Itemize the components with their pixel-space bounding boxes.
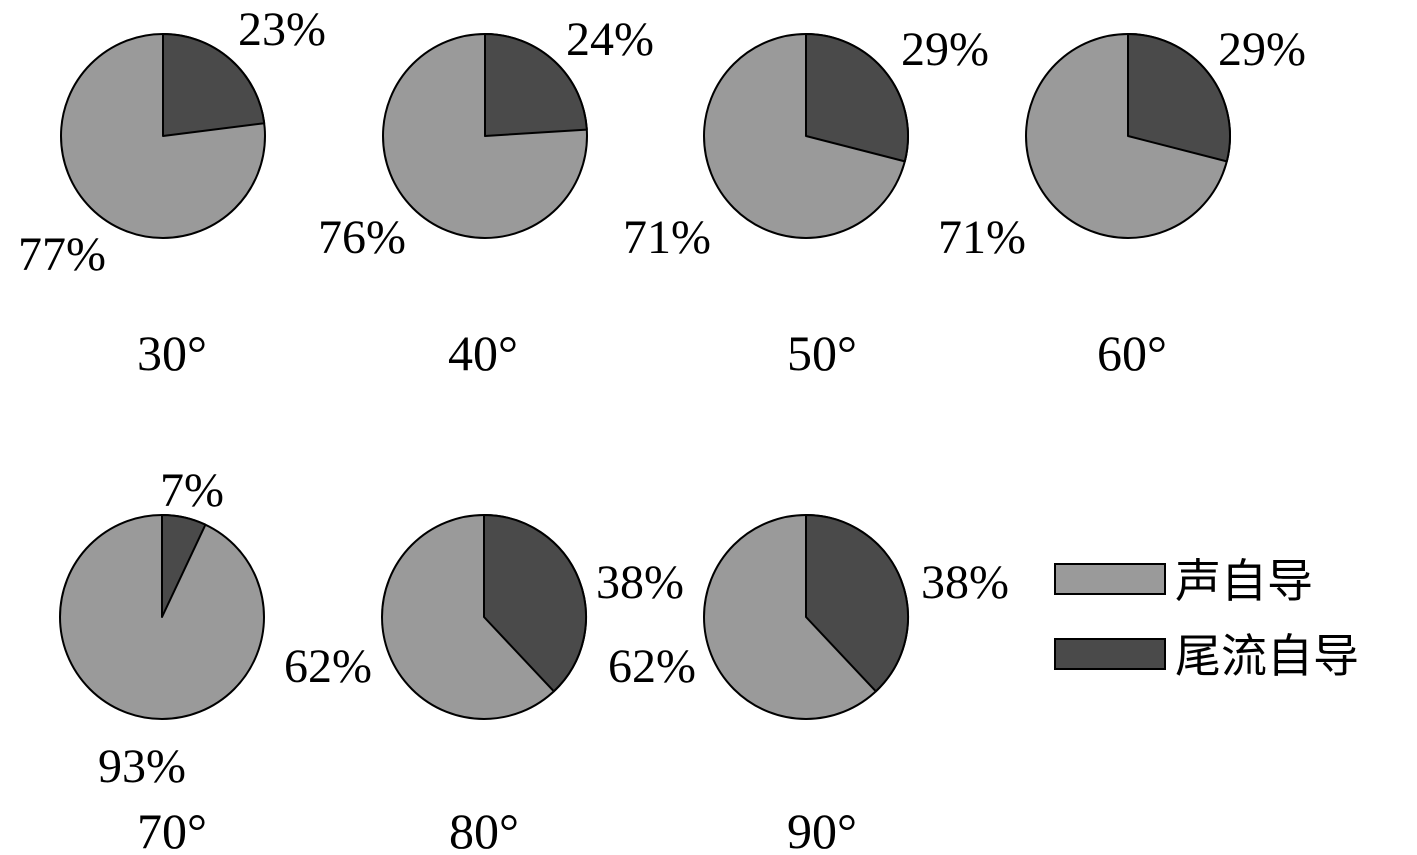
pct-label-acoustic: 93% <box>98 740 186 793</box>
legend-swatch-acoustic <box>1054 563 1166 595</box>
pct-label-acoustic: 71% <box>623 211 711 264</box>
pie-4: 93% 7% 70° <box>59 464 265 855</box>
pie-slice-wake <box>805 514 909 693</box>
pct-label-acoustic: 71% <box>938 211 1026 264</box>
pct-label-acoustic: 62% <box>608 640 696 693</box>
pie-slice-wake <box>161 514 207 618</box>
pie-slice-wake <box>805 33 909 163</box>
pct-label-wake: 7% <box>160 464 224 517</box>
pct-label-wake: 38% <box>921 556 1009 609</box>
pie-1: 76% 24% 40° <box>318 13 654 381</box>
pie-2: 71% 29% 50° <box>623 23 989 381</box>
pct-label-acoustic: 62% <box>284 640 372 693</box>
pct-label-wake: 38% <box>596 556 684 609</box>
pie-caption: 70° <box>137 803 207 855</box>
pie-caption: 90° <box>787 803 857 855</box>
pct-label-wake: 29% <box>1218 23 1306 76</box>
pie-slice-wake <box>1127 33 1231 163</box>
legend-label-acoustic: 声自导 <box>1175 554 1313 608</box>
pie-caption: 60° <box>1097 325 1167 381</box>
pie-0: 77% 23% 30° <box>18 3 326 381</box>
pie-5: 62% 38% 80° <box>284 514 684 855</box>
pie-caption: 30° <box>137 325 207 381</box>
pie-slice-wake <box>483 514 587 693</box>
legend: 声自导 尾流自导 <box>1054 554 1359 683</box>
pct-label-acoustic: 76% <box>318 211 406 264</box>
pie-charts: 77% 23% 30° 76% 24% 40° 71% 29% 50° 71% 29% 60° 93% 7… <box>18 3 1306 855</box>
pct-label-acoustic: 77% <box>18 228 106 281</box>
pct-label-wake: 24% <box>566 13 654 66</box>
pct-label-wake: 23% <box>238 3 326 56</box>
pie-slice-wake <box>484 33 588 137</box>
pie-3: 71% 29% 60° <box>938 23 1306 381</box>
pie-caption: 80° <box>449 803 519 855</box>
pie-caption: 40° <box>448 325 518 381</box>
pct-label-wake: 29% <box>901 23 989 76</box>
pie-6: 62% 38% 90° <box>608 514 1009 855</box>
pie-caption: 50° <box>787 325 857 381</box>
legend-swatch-wake <box>1054 638 1166 670</box>
pie-slice-wake <box>162 33 266 137</box>
legend-label-wake: 尾流自导 <box>1175 629 1359 683</box>
